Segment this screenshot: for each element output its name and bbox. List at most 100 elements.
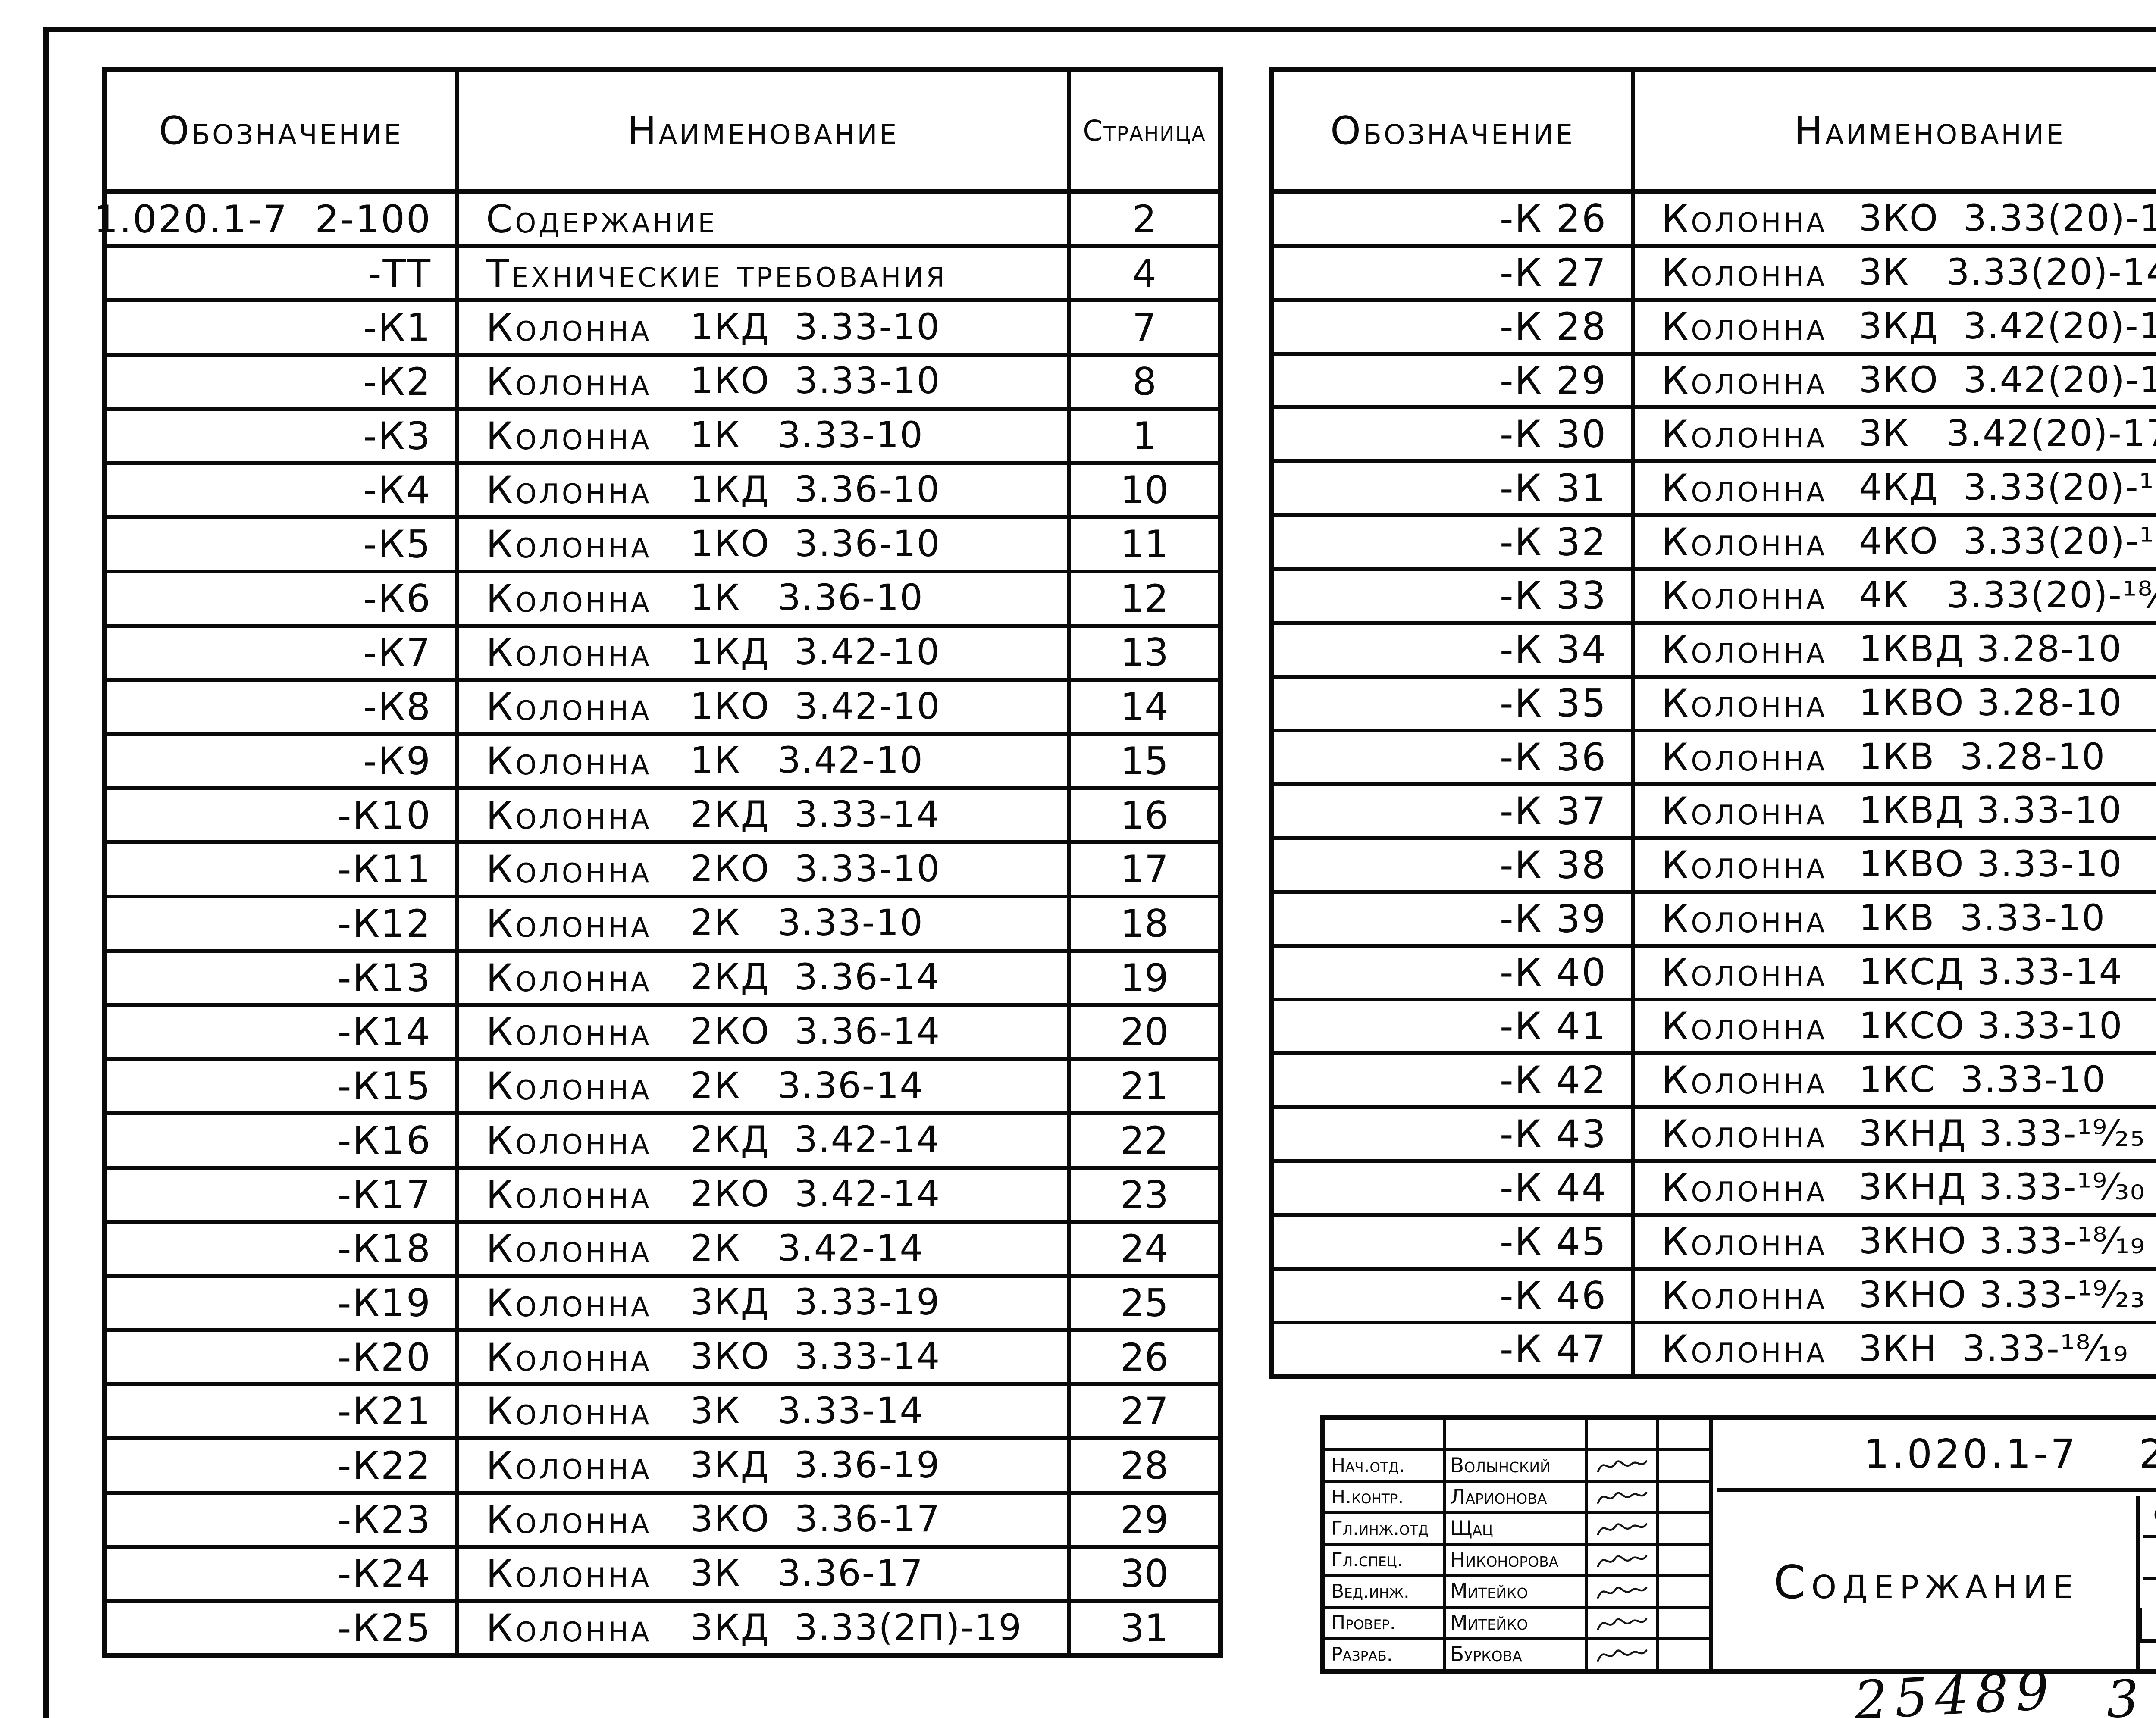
signature-date-cell [1659, 1514, 1709, 1543]
row-designation: -К12 [107, 898, 459, 949]
row-name-cell: Технические требования [459, 248, 1071, 299]
document-number-cell: 1.020.1-7 2-1 00 [1717, 1420, 2156, 1492]
row-name-cell: Колонна 3КНО 3.33-¹⁸⁄₁₉ [1635, 1217, 2156, 1267]
row-spec: 1КС 3.33-10 [1858, 1058, 2106, 1101]
row-designation: -К 35 [1274, 678, 1635, 729]
row-spec: 2К 3.42-14 [690, 1227, 924, 1269]
row-designation: 1.020.1-7 2-100 [94, 194, 459, 244]
row-spec: 3КНД 3.33-¹⁹⁄₂₅ [1858, 1112, 2146, 1155]
row-page: 19 [1120, 955, 1169, 1000]
signature-table: Нач.отд. Волынский Н.контр. Ларионова Гл.инж… [1325, 1420, 1713, 1669]
table-row: -К17 Колонна 2КО 3.42-14 23 [107, 1169, 1218, 1224]
title-block: Нач.отд. Волынский Н.контр. Ларионова Гл.инж… [1320, 1415, 2156, 1674]
row-page: 1 [1132, 413, 1156, 458]
row-name: Колонна [486, 1606, 652, 1651]
row-designation: -К 40 [1274, 948, 1635, 998]
row-designation: -К15 [107, 1061, 459, 1111]
row-name: Колонна [486, 305, 652, 350]
row-spec: 1К 3.36-10 [690, 576, 924, 619]
row-name-cell: Колонна 3КО 3.42(20)-17 [1635, 356, 2156, 406]
row-designation: -К13 [107, 952, 459, 1003]
row-page: 4 [1132, 251, 1156, 296]
row-name: Колонна [1661, 519, 1827, 564]
row-spec: 3КО 3.33-14 [690, 1335, 941, 1378]
row-name-cell: Колонна 3КО 3.36-17 [459, 1494, 1071, 1545]
signature-date-cell [1659, 1420, 1709, 1448]
row-spec: 2КД 3.42-14 [690, 1118, 940, 1161]
organization-abbr: ЦНИИП [2132, 1599, 2156, 1654]
row-designation: -К6 [107, 573, 459, 624]
row-spec: 3К 3.36-17 [690, 1552, 924, 1594]
row-designation: -К 33 [1274, 571, 1635, 621]
stamp-signature-row: Вед.инж. Митейко [1325, 1577, 1709, 1609]
row-name-cell: Колонна 1КВ 3.28-10 [1635, 732, 2156, 782]
row-spec: 3КНО 3.33-¹⁸⁄₁₉ [1858, 1220, 2146, 1262]
row-name: Колонна [1661, 250, 1827, 295]
row-name-cell: Колонна 1КСО 3.33-10 [1635, 1001, 2156, 1051]
row-spec: 2КД 3.36-14 [690, 956, 940, 998]
row-name-cell: Колонна 1К 3.42-10 [459, 736, 1071, 786]
table-row: -К19 Колонна 3КД 3.33-19 25 [107, 1278, 1218, 1332]
row-designation: -К 43 [1274, 1109, 1635, 1159]
row-spec: 1КВД 3.33-10 [1858, 789, 2123, 832]
row-designation: -К16 [107, 1115, 459, 1166]
table-row: -К16 Колонна 2КД 3.42-14 22 [107, 1115, 1218, 1170]
row-name-cell: Колонна 3КН 3.33-¹⁸⁄₁₉ [1635, 1324, 2156, 1374]
table-row: -К4 Колонна 1КД 3.36-10 10 [107, 465, 1218, 519]
row-name: Колонна [486, 522, 652, 567]
sheet-title-cell: Содержание [1717, 1496, 2140, 1669]
stage-label: Стадия [2143, 1496, 2156, 1535]
row-name-cell: Колонна 4КД 3.33(20)-¹⁹⁄₂₅ [1635, 463, 2156, 513]
row-name-cell: Колонна 3К 3.36-17 [459, 1549, 1071, 1599]
table-row: -К12 Колонна 2К 3.33-10 18 [107, 898, 1218, 953]
row-name-cell: Колонна 2КД 3.42-14 [459, 1115, 1071, 1166]
row-name: Колонна [486, 847, 652, 892]
row-page: 22 [1120, 1118, 1169, 1163]
row-name: Колонна [1661, 466, 1827, 510]
signature-scribble-icon [1597, 1618, 1648, 1630]
table-row: -К9 Колонна 1К 3.42-10 15 [107, 736, 1218, 790]
stage-table: Стадия Лист Листов Р 1 2 [2143, 1496, 2156, 1580]
row-name-cell: Колонна 1КВО 3.33-10 [1635, 840, 2156, 890]
row-name-cell: Колонна 2КО 3.42-14 [459, 1169, 1071, 1220]
table-row: -К3 Колонна 1К 3.33-10 1 [107, 410, 1218, 465]
row-designation: -К 30 [1274, 409, 1635, 460]
row-name: Колонна [1661, 1058, 1827, 1103]
row-designation: -К 46 [1274, 1271, 1635, 1321]
signature-date-cell [1659, 1451, 1709, 1480]
contents-table-right: Обозначение Наименование Страница -К 26К… [1269, 67, 2156, 1379]
row-name-cell: Содержание [459, 194, 1071, 244]
row-designation: -К24 [107, 1549, 459, 1599]
row-page: 29 [1120, 1497, 1169, 1542]
row-name-cell: Колонна 1К 3.33-10 [459, 410, 1071, 461]
signature-cell [1588, 1451, 1659, 1480]
row-spec: 3КД 3.36-19 [690, 1443, 940, 1486]
table-row: -К8 Колонна 1КО 3.42-10 14 [107, 682, 1218, 736]
signature-cell [1588, 1514, 1659, 1543]
row-page: 16 [1120, 793, 1169, 838]
signature-date-cell [1659, 1546, 1709, 1574]
table-row: -К1 Колонна 1КД 3.33-10 7 [107, 302, 1218, 357]
signature-date-cell [1659, 1640, 1709, 1669]
row-designation: -К18 [107, 1224, 459, 1274]
row-page: 23 [1120, 1172, 1169, 1217]
row-designation: -ТТ [107, 248, 459, 299]
row-name: Колонна [1661, 950, 1827, 995]
row-designation: -К1 [107, 302, 459, 353]
stamp-signature-row: Нач.отд. Волынский [1325, 1451, 1709, 1483]
row-spec: 4КО 3.33(20)-¹⁸⁄₁₉ [1858, 520, 2156, 563]
row-name-cell: Колонна 3К 3.42(20)-17 [1635, 409, 2156, 459]
row-name-cell: Колонна 2КД 3.36-14 [459, 952, 1071, 1003]
signer-role: Разраб. [1325, 1640, 1446, 1669]
row-designation: -К19 [107, 1278, 459, 1328]
row-name: Колонна [1661, 789, 1827, 833]
row-designation: -К 41 [1274, 1001, 1635, 1051]
